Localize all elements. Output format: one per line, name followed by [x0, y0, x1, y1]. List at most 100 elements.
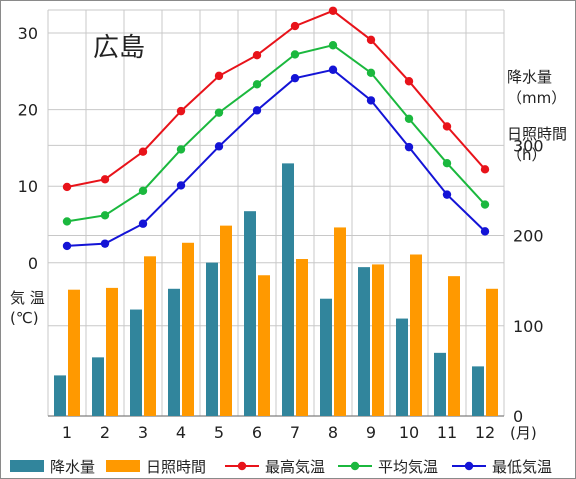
- point-min-temp: [138, 219, 148, 228]
- point-max-temp: [138, 147, 148, 156]
- bar-sunshine: [220, 225, 232, 416]
- point-avg-temp: [252, 80, 262, 89]
- precip-axis-label-line1: 降水量: [507, 68, 552, 86]
- line-avg-temp: [66, 44, 486, 223]
- right-tick-label: 0: [513, 407, 523, 426]
- point-min-temp: [366, 96, 376, 105]
- bar-sunshine: [182, 242, 194, 416]
- point-avg-temp: [290, 50, 300, 59]
- point-avg-temp: [62, 217, 72, 226]
- bar-precipitation: [244, 211, 256, 416]
- legend-swatch-marker: [350, 461, 360, 471]
- point-max-temp: [176, 106, 186, 116]
- point-avg-temp: [214, 108, 224, 117]
- bar-sunshine: [296, 259, 308, 416]
- point-min-temp: [100, 239, 110, 248]
- line-max-temp: [66, 9, 486, 188]
- left-tick-label: 10: [18, 177, 38, 196]
- bar-sunshine: [486, 288, 498, 416]
- precip-axis-label-line2: （mm）: [507, 89, 566, 107]
- bar-sunshine: [410, 254, 422, 416]
- bar-precipitation: [396, 318, 408, 416]
- legend-swatch-bar: [10, 460, 44, 472]
- x-tick-label: 9: [366, 423, 376, 442]
- right-tick-label: 200: [513, 227, 544, 246]
- bar-precipitation: [434, 352, 446, 416]
- point-max-temp: [214, 71, 224, 81]
- points: [62, 6, 490, 251]
- right-tick-label: 100: [513, 317, 544, 336]
- point-avg-temp: [176, 145, 186, 154]
- x-tick-label: 4: [176, 423, 186, 442]
- bar-precipitation: [92, 357, 104, 416]
- point-max-temp: [290, 21, 300, 31]
- point-avg-temp: [480, 200, 490, 209]
- x-tick-label: 1: [62, 423, 72, 442]
- point-avg-temp: [366, 68, 376, 78]
- bar-sunshine: [448, 276, 460, 416]
- point-max-temp: [62, 182, 72, 192]
- x-tick-label: 12: [475, 423, 495, 442]
- bar-sunshine: [372, 264, 384, 416]
- bars: [54, 163, 498, 416]
- x-tick-label: 5: [214, 423, 224, 442]
- point-max-temp: [480, 165, 490, 174]
- point-min-temp: [404, 142, 414, 152]
- bar-sunshine: [144, 256, 156, 416]
- legend-label: 最高気温: [265, 458, 325, 476]
- line-min-temp: [66, 68, 486, 247]
- point-max-temp: [404, 77, 414, 86]
- chart-title: 広島: [93, 33, 145, 63]
- bar-sunshine: [106, 287, 118, 416]
- x-tick-label: 8: [328, 423, 338, 442]
- grid: [47, 9, 505, 417]
- x-unit-label: (月): [510, 424, 537, 442]
- bar-precipitation: [168, 288, 180, 416]
- x-tick-label: 3: [138, 423, 148, 442]
- sun-axis-label-line2: （h）: [507, 146, 547, 164]
- point-max-temp: [252, 50, 262, 60]
- left-axis-label-line1: 気 温: [10, 289, 45, 307]
- legend-swatch-bar: [106, 460, 140, 472]
- point-min-temp: [252, 106, 262, 115]
- point-max-temp: [328, 6, 338, 15]
- legend-swatch-marker: [237, 461, 247, 471]
- x-tick-label: 11: [437, 423, 457, 442]
- point-avg-temp: [442, 159, 452, 168]
- legend-label: 日照時間: [146, 458, 206, 476]
- left-axis-label-line2: (℃): [10, 309, 39, 327]
- bar-sunshine: [258, 275, 270, 416]
- x-tick-label: 10: [399, 423, 419, 442]
- left-tick-label: 30: [18, 24, 38, 43]
- x-tick-label: 7: [290, 423, 300, 442]
- right-tick-label: 300: [513, 136, 544, 155]
- point-min-temp: [480, 227, 490, 236]
- point-min-temp: [62, 241, 72, 251]
- bar-precipitation: [472, 366, 484, 416]
- left-tick-label: 20: [18, 101, 38, 120]
- bar-precipitation: [206, 262, 218, 416]
- point-min-temp: [290, 73, 300, 83]
- point-min-temp: [328, 65, 338, 74]
- x-tick-label: 6: [252, 423, 262, 442]
- legend-label: 降水量: [50, 458, 95, 476]
- lines: [66, 9, 486, 247]
- bar-precipitation: [282, 163, 294, 416]
- legend: 降水量 日照時間 最高気温 平均気温 最低気温: [10, 458, 552, 476]
- bar-sunshine: [334, 227, 346, 416]
- point-avg-temp: [328, 41, 338, 50]
- point-max-temp: [100, 175, 110, 184]
- legend-label: 最低気温: [492, 458, 552, 476]
- bar-precipitation: [54, 375, 66, 416]
- point-min-temp: [176, 181, 186, 190]
- sun-axis-label-line1: 日照時間: [507, 125, 567, 143]
- bar-precipitation: [358, 267, 370, 416]
- x-tick-label: 2: [100, 423, 110, 442]
- legend-label: 平均気温: [378, 458, 438, 476]
- bar-precipitation: [130, 309, 142, 416]
- point-min-temp: [214, 142, 224, 151]
- legend-swatch-marker: [464, 461, 474, 471]
